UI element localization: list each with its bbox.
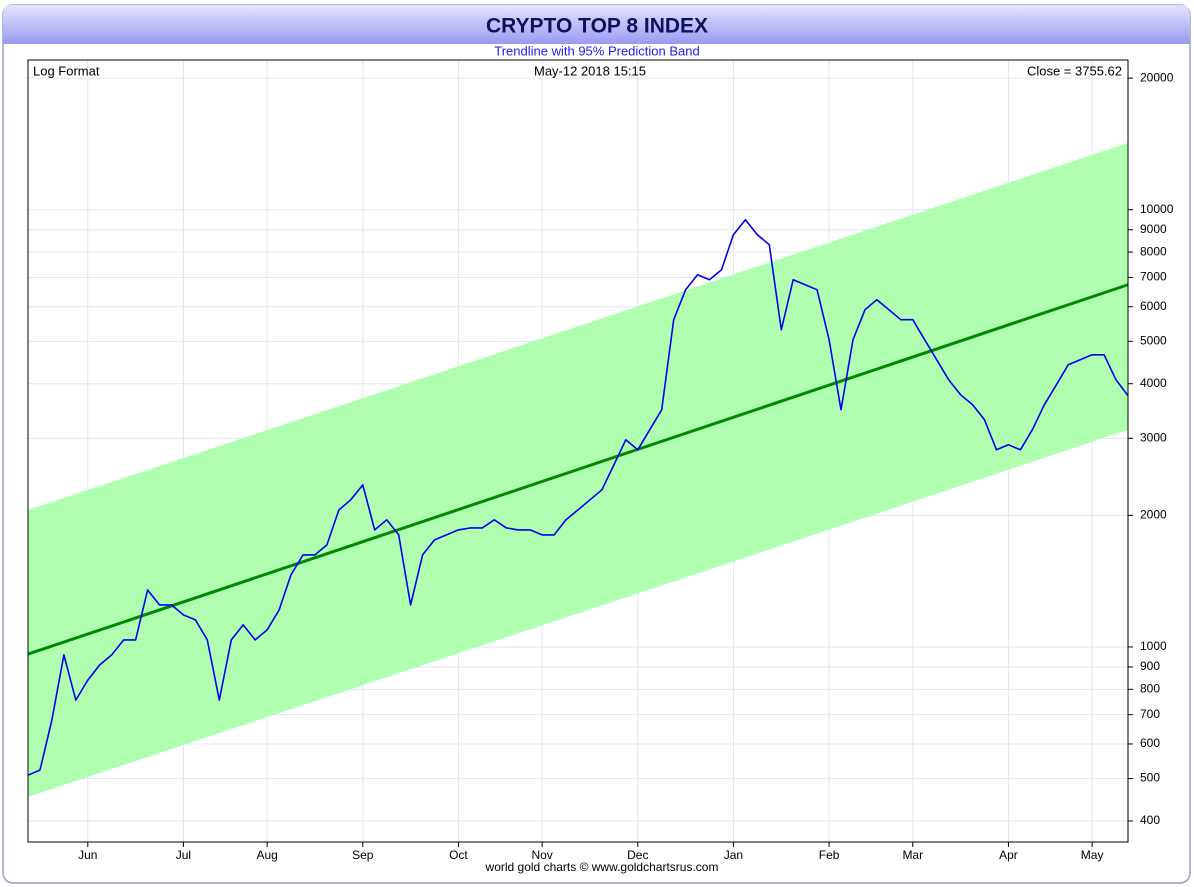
y-tick-label: 6000 [1140, 299, 1167, 313]
x-tick-label: Jun [78, 848, 97, 862]
title-bar [3, 5, 1190, 44]
annotation: Close = 3755.62 [1027, 63, 1122, 78]
x-tick-label: Jul [176, 848, 191, 862]
x-tick-label: Nov [531, 848, 552, 862]
x-tick-label: Aug [256, 848, 277, 862]
y-tick-label: 400 [1140, 813, 1160, 827]
y-tick-label: 9000 [1140, 222, 1167, 236]
y-tick-label: 8000 [1140, 244, 1167, 258]
x-tick-label: May [1081, 848, 1104, 862]
y-tick-label: 600 [1140, 736, 1160, 750]
chart-title: CRYPTO TOP 8 INDEX [486, 15, 708, 38]
trendline [27, 283, 1129, 656]
y-tick-label: 4000 [1140, 376, 1167, 390]
y-tick-label: 900 [1140, 659, 1160, 673]
y-tick-label: 1000 [1140, 639, 1167, 653]
annotation: May-12 2018 15:15 [534, 63, 646, 78]
plot-border [27, 59, 1129, 843]
footer: world gold charts © www.goldchartsrus.co… [485, 860, 719, 874]
chart-subtitle: Trendline with 95% Prediction Band [494, 43, 699, 58]
annotation: Log Format [33, 63, 100, 78]
y-tick-label: 3000 [1140, 431, 1167, 445]
y-tick-label: 800 [1140, 681, 1160, 695]
y-tick-label: 7000 [1140, 270, 1167, 284]
y-tick-label: 500 [1140, 771, 1160, 785]
x-tick-label: Dec [627, 848, 648, 862]
x-tick-label: Jan [724, 848, 743, 862]
x-tick-label: Apr [999, 848, 1018, 862]
y-tick-label: 2000 [1140, 507, 1167, 521]
x-tick-label: Mar [902, 848, 923, 862]
y-tick-label: 700 [1140, 707, 1160, 721]
x-tick-label: Oct [449, 848, 468, 862]
y-tick-label: 20000 [1140, 70, 1174, 84]
x-tick-label: Sep [352, 848, 374, 862]
y-tick-label: 10000 [1140, 202, 1174, 216]
x-tick-label: Feb [819, 848, 840, 862]
price-line [27, 218, 1129, 776]
plot-area [27, 60, 1129, 842]
y-tick-label: 5000 [1140, 334, 1167, 348]
